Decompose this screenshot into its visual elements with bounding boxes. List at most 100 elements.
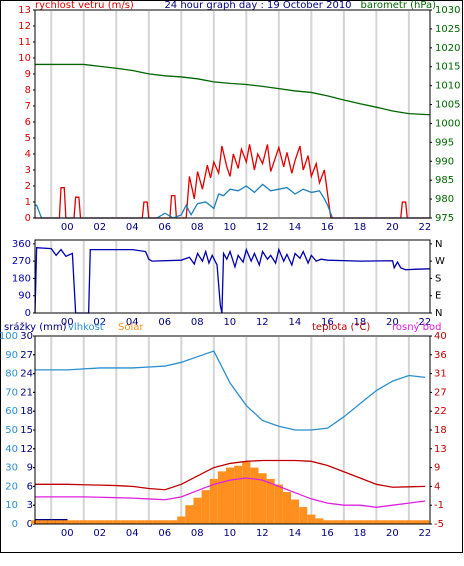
y3-tick-label: 0 [27, 519, 33, 530]
y-tick-label: 100 [0, 331, 18, 342]
bar [421, 520, 430, 524]
y2-tick-label: 1000 [435, 118, 460, 129]
x-tick-label: 14 [288, 317, 301, 328]
x-tick-label: 00 [61, 222, 74, 233]
x-tick-label: 00 [61, 528, 74, 539]
bar [339, 520, 348, 524]
x-tick-label: 14 [288, 222, 301, 233]
y-tick-label: 270 [12, 256, 31, 267]
y-tick-label: 13 [18, 5, 31, 16]
y-tick-label: 1 [25, 197, 31, 208]
bar [193, 497, 202, 524]
bar [160, 520, 170, 524]
bar [242, 461, 251, 524]
bar [250, 467, 259, 524]
series-label: vlhkost [68, 322, 104, 333]
series-label: rosný bod [392, 321, 441, 333]
plot-border [34, 9, 431, 219]
bar [380, 520, 389, 524]
y3-tick-label: 12 [20, 444, 33, 455]
y2-tick-label: 1005 [435, 100, 460, 111]
bar [55, 520, 64, 524]
y-tick-label: 70 [5, 387, 18, 398]
x-tick-label: 12 [256, 317, 269, 328]
y2-tick-label: 13 [434, 444, 447, 455]
y3-tick-label: 27 [20, 350, 33, 361]
bar [201, 490, 210, 524]
y-tick-label: 90 [5, 350, 18, 361]
y-tick-label: 50 [5, 425, 18, 436]
y-tick-label: 80 [5, 369, 18, 380]
bar [404, 520, 413, 524]
bar [282, 492, 292, 524]
bar [372, 520, 381, 524]
y-tick-label: 2 [25, 181, 31, 192]
y-tick-label: 180 [12, 273, 31, 284]
series-line [35, 63, 431, 116]
y-tick-label: 7 [25, 101, 31, 112]
y-tick-label: 0 [12, 519, 18, 530]
y2-tick-label: 31 [434, 369, 447, 380]
bar [364, 520, 373, 524]
bar [79, 520, 88, 524]
y2-tick-label: S [435, 273, 441, 284]
y3-tick-label: 18 [20, 406, 33, 417]
bar [128, 520, 137, 524]
series-label: srážky (mm) [4, 321, 67, 333]
y2-tick-label: 990 [435, 156, 454, 167]
x-tick-label: 08 [191, 528, 204, 539]
y2-tick-label: 22 [434, 406, 447, 417]
plot-frame [34, 9, 431, 219]
y2-tick-label: -5 [434, 519, 444, 530]
x-tick-label: 16 [321, 317, 334, 328]
y-tick-label: 3 [25, 165, 31, 176]
y-tick-label: 8 [25, 85, 31, 96]
bar [388, 520, 397, 524]
x-tick-label: 04 [126, 317, 139, 328]
y-tick-label: 4 [25, 149, 31, 160]
y2-tick-label: 1025 [435, 24, 460, 35]
y2-tick-label: 18 [434, 425, 447, 436]
y3-tick-label: 9 [27, 463, 33, 474]
y-tick-label: 30 [5, 463, 18, 474]
bar [315, 518, 324, 524]
x-tick-label: 04 [126, 528, 139, 539]
series-label: teplota (°C) [312, 322, 370, 333]
y3-tick-label: 21 [20, 387, 33, 398]
series-line [35, 459, 426, 491]
y2-tick-label: 1030 [435, 5, 460, 16]
y3-tick-label: 30 [20, 331, 33, 342]
x-tick-label: 02 [93, 222, 106, 233]
bar [347, 520, 357, 524]
x-tick-label: 18 [353, 317, 366, 328]
y2-tick-label: N [435, 308, 442, 319]
y3-tick-label: 24 [20, 369, 33, 380]
x-tick-label: 16 [321, 222, 334, 233]
bar [274, 484, 283, 524]
y-tick-label: 6 [25, 117, 31, 128]
bar [112, 520, 121, 524]
y-tick-label: 20 [5, 481, 18, 492]
bar [185, 505, 194, 524]
y2-axis-label: barometr (hPa) [361, 0, 437, 11]
bar [169, 520, 178, 524]
y3-tick-label: 15 [20, 425, 33, 436]
x-tick-label: 12 [256, 528, 269, 539]
x-tick-label: 10 [223, 317, 236, 328]
bar [258, 473, 267, 524]
y2-tick-label: 995 [435, 137, 454, 148]
y3-tick-label: 6 [27, 481, 33, 492]
bar [120, 520, 129, 524]
series-line [34, 246, 431, 314]
x-tick-label: 20 [386, 317, 399, 328]
y-tick-label: 11 [18, 37, 31, 48]
y2-tick-label: 1015 [435, 62, 460, 73]
y3-tick-label: 3 [27, 500, 33, 511]
y-axis-label: rychlost vetru (m/s) [35, 0, 134, 11]
x-tick-label: 08 [191, 317, 204, 328]
x-tick-label: 22 [419, 222, 432, 233]
bar [209, 478, 218, 524]
bar [95, 520, 105, 524]
bar [87, 520, 96, 524]
